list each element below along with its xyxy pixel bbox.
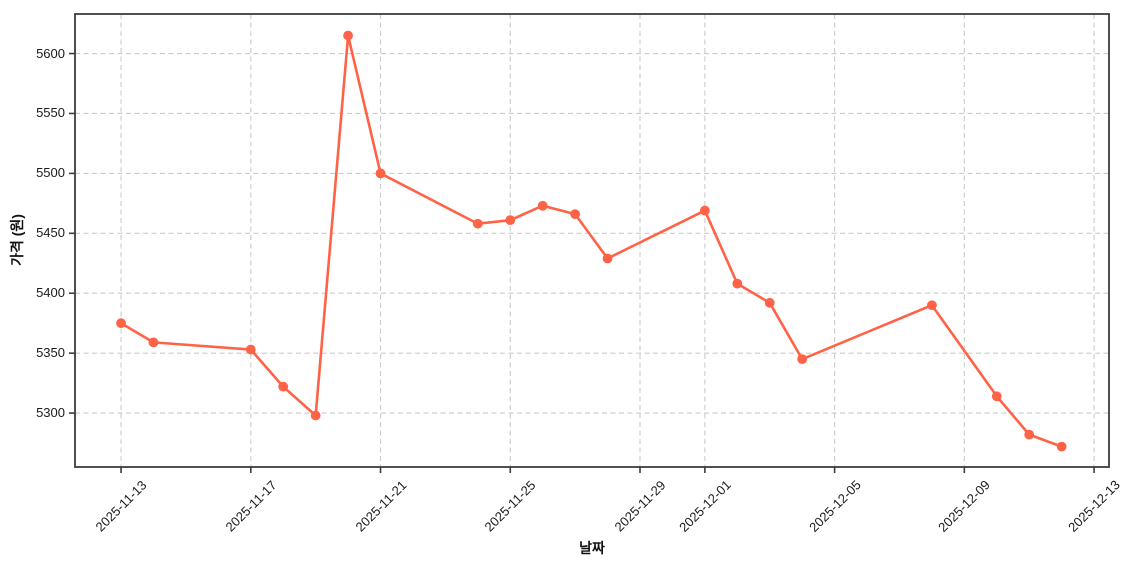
data-point-marker (570, 209, 581, 220)
data-point-marker (927, 300, 937, 311)
data-point-marker (797, 354, 808, 365)
data-point-marker (278, 381, 289, 392)
plot-border (74, 13, 1110, 468)
x-axis-title: 날짜 (579, 540, 605, 556)
y-tick-label: 5400 (36, 285, 65, 301)
data-point-marker (310, 410, 321, 421)
y-tick-label: 5500 (36, 165, 65, 181)
y-tick-label: 5450 (36, 225, 65, 241)
y-tick-label: 5300 (36, 405, 65, 421)
data-point-marker (991, 391, 1002, 402)
data-point-marker (375, 168, 386, 179)
y-tick-label: 5350 (36, 345, 65, 361)
y-axis-title: 가격 (원) (9, 214, 25, 266)
y-tick-label: 5550 (36, 105, 65, 121)
y-tick-label: 5600 (36, 45, 65, 61)
data-point-marker (1056, 441, 1067, 452)
data-point-marker (148, 337, 159, 348)
data-point-marker (699, 205, 710, 216)
data-point-marker (602, 253, 613, 264)
data-point-marker (343, 30, 353, 41)
data-point-marker (472, 218, 483, 229)
data-point-marker (537, 200, 548, 211)
data-point-marker (116, 318, 126, 329)
data-point-marker (1024, 429, 1035, 440)
data-point-marker (505, 215, 516, 226)
data-point-marker (764, 297, 775, 308)
price-line (119, 34, 1063, 448)
data-point-marker (245, 344, 256, 355)
data-point-marker (732, 278, 743, 289)
